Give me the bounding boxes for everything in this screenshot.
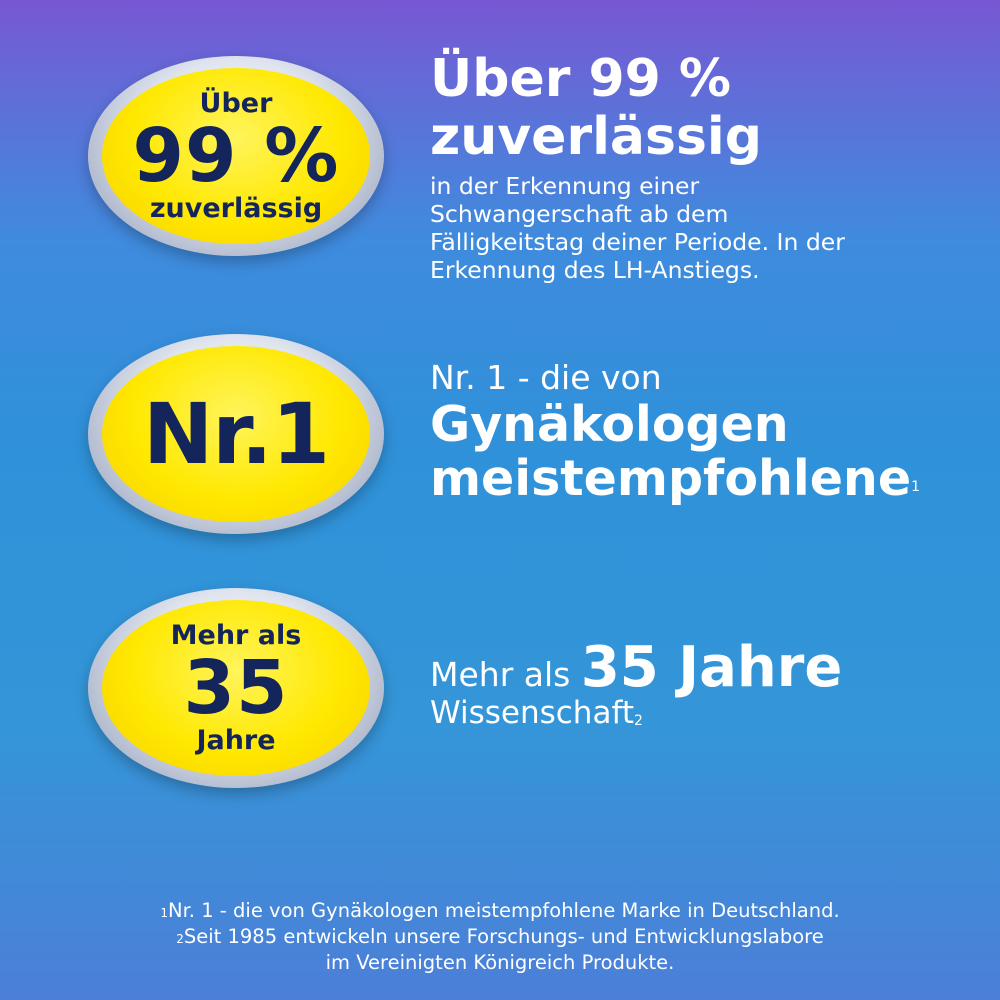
claim-body-line: Erkennung des LH-Anstiegs. <box>430 256 760 284</box>
years-claim: Mehr als 35 Jahre Wissenschaft2 <box>430 640 970 732</box>
footnote-marker: 1 <box>911 479 920 495</box>
years-badge-inner: Mehr als 35 Jahre <box>102 600 370 776</box>
footnote-marker: 1 <box>160 906 168 920</box>
footnote-text: Nr. 1 - die von Gynäkologen meistempfohl… <box>167 899 840 922</box>
claim-heading-line1: Über 99 % <box>430 49 732 109</box>
claim-heading-line2: zuverlässig <box>430 107 762 167</box>
reliability-badge-inner: Über 99 % zuverlässig <box>102 68 370 244</box>
claim-big-text: 35 Jahre <box>580 635 843 700</box>
claim-sub-line: Wissenschaft2 <box>430 695 970 731</box>
claim-heading-text: meistempfohlene <box>430 450 912 507</box>
reliability-claim: Über 99 % zuverlässig in der Erkennung e… <box>430 50 970 284</box>
number-one-badge-inner: Nr.1 <box>102 346 370 522</box>
claim-body: in der Erkennung einer Schwangerschaft a… <box>430 172 970 284</box>
claim-heading-line2: meistempfohlene1 <box>430 452 970 506</box>
badge-big-text: 35 <box>183 645 289 731</box>
reliability-badge: Über 99 % zuverlässig <box>88 56 384 256</box>
claim-lead: Nr. 1 - die von <box>430 358 662 397</box>
number-one-badge: Nr.1 <box>88 334 384 534</box>
badge-top-text: Mehr als <box>170 620 302 651</box>
claim-lead-line: Mehr als 35 Jahre <box>430 640 970 696</box>
claim-lead: Mehr als <box>430 655 571 694</box>
claim-heading-line1: Gynäkologen <box>430 396 789 453</box>
claim-body-line: in der Erkennung einer <box>430 172 700 200</box>
badge-big-text: 99 % <box>132 113 340 199</box>
footnote-1: 1Nr. 1 - die von Gynäkologen meistempfoh… <box>0 898 1000 924</box>
footnote-text: Seit 1985 entwickeln unsere Forschungs- … <box>183 925 824 948</box>
footnote-2-continued: im Vereinigten Königreich Produkte. <box>325 951 675 974</box>
recommendation-claim: Nr. 1 - die von Gynäkologen meistempfohl… <box>430 358 970 506</box>
claim-sub: Wissenschaft <box>430 695 634 731</box>
badge-top-text: Über <box>199 88 273 119</box>
badge-big-text: Nr.1 <box>142 385 330 483</box>
footnote-2: 2Seit 1985 entwickeln unsere Forschungs-… <box>0 924 1000 950</box>
footnote-marker: 2 <box>633 713 643 729</box>
badge-bottom-text: Jahre <box>196 725 276 756</box>
footnote-marker: 2 <box>176 932 184 946</box>
claim-body-line: Schwangerschaft ab dem <box>430 200 729 228</box>
years-badge: Mehr als 35 Jahre <box>88 588 384 788</box>
badge-bottom-text: zuverlässig <box>149 193 323 224</box>
claim-body-line: Fälligkeitstag deiner Periode. In der <box>430 228 845 256</box>
footnotes: 1Nr. 1 - die von Gynäkologen meistempfoh… <box>0 898 1000 976</box>
